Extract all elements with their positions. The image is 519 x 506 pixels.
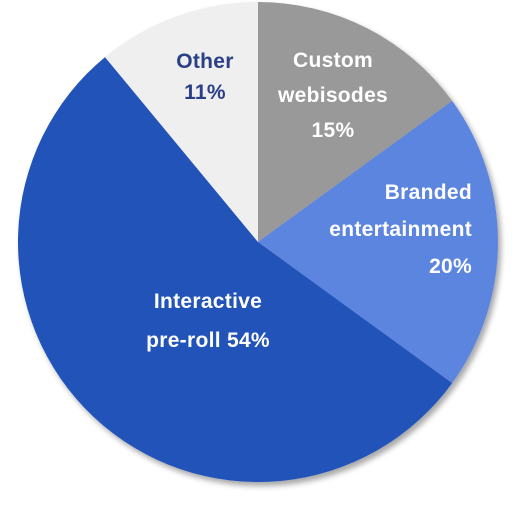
label-interactive-pre-roll: Interactive pre-roll 54% [146,290,270,352]
pie-slices [17,2,498,483]
label-branded-entertainment: Branded entertainment 20% [329,181,472,278]
label-interactive-pre-roll-line: pre-roll 54% [146,329,270,352]
label-branded-entertainment-line: entertainment [329,218,472,241]
label-custom-webisodes-line: webisodes [277,84,388,107]
slice-custom-webisodes [258,2,453,242]
label-other-line: Other [176,50,234,73]
label-branded-entertainment-line: Branded [385,181,472,204]
label-custom-webisodes-line: Custom [293,49,373,72]
slice-branded-entertainment [258,100,498,384]
label-custom-webisodes-line: 15% [312,119,355,142]
label-interactive-pre-roll-line: Interactive [154,290,262,313]
label-other: Other 11% [176,50,234,104]
slice-other [105,2,259,242]
label-branded-entertainment-line: 20% [429,255,472,278]
slice-interactive-pre-roll [17,57,453,483]
label-other-line: 11% [184,81,226,104]
pie-labels: Custom webisodes 15% Branded entertainment 20… [146,49,472,352]
label-custom-webisodes: Custom webisodes 15% [277,49,388,142]
